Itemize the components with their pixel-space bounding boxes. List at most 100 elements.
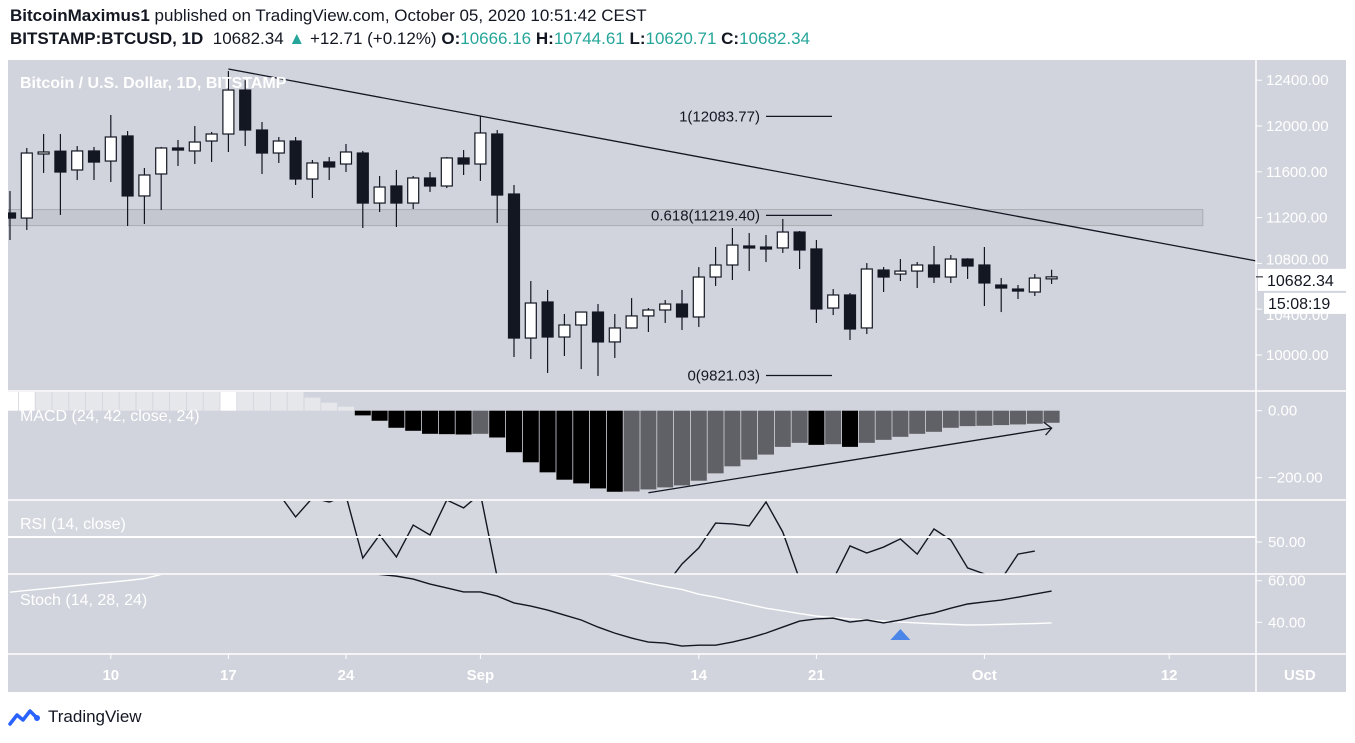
candle-body-down (877, 269, 890, 278)
candle (558, 314, 571, 357)
candle (642, 308, 655, 332)
candle (743, 233, 756, 271)
candle-body-down (239, 89, 252, 131)
currency-label: USD (1284, 667, 1316, 684)
candle-body-up (474, 132, 487, 165)
price-axis-label: 10800.00 (1266, 251, 1329, 268)
macd-histogram-bar (573, 410, 590, 484)
candle (944, 255, 957, 283)
candle-body-up (1028, 277, 1041, 293)
candle (121, 131, 134, 226)
candle (272, 136, 285, 163)
macd-histogram-bar (472, 410, 489, 434)
candle (20, 147, 33, 230)
candle (155, 146, 168, 211)
candle-body-up (155, 147, 168, 175)
candle (323, 157, 336, 181)
candle (87, 146, 101, 181)
candle (138, 168, 151, 225)
candle (843, 293, 857, 340)
axes[interactable]: 12400.00 12000.00 11600.00 11200.00 10800.00… (102, 72, 1346, 684)
candle (205, 131, 218, 162)
candle-body-down (591, 311, 605, 343)
candle-body-up (20, 152, 33, 219)
tradingview-logo-icon[interactable] (8, 706, 42, 728)
macd-histogram-bar (506, 410, 522, 453)
candle (339, 143, 353, 173)
price-pane[interactable]: 1(12083.77) 0.618(11219.40) 0(9821.03) (5, 68, 1257, 384)
macd-histogram-bar (741, 410, 758, 460)
macd-trendline (648, 427, 1052, 494)
macd-histogram-bar (1043, 410, 1060, 423)
rsi-line (835, 528, 1035, 574)
macd-histogram-bar (8, 392, 18, 411)
stoch-title: Stoch (14, 28, 24) (20, 592, 147, 609)
candle-body-up (608, 327, 621, 343)
stoch-pane[interactable] (9, 572, 1052, 647)
candle (894, 259, 907, 282)
time-axis-label: 10 (102, 667, 119, 684)
candle (726, 228, 739, 280)
brand-name[interactable]: TradingView (48, 707, 142, 726)
candle-body-up (625, 315, 638, 329)
price-change: +12.71 (+0.12%) (309, 29, 437, 48)
macd-histogram-bar (976, 410, 993, 426)
candle (54, 134, 67, 215)
macd-histogram-bar (405, 410, 422, 431)
macd-pane[interactable] (2, 357, 1060, 494)
current-price-label: 10682.34 (1267, 273, 1334, 290)
fib-level-label: 0.618(11219.40) (651, 207, 760, 224)
macd-histogram-bar (875, 410, 892, 440)
candle (978, 247, 991, 306)
candle-body-up (860, 268, 873, 329)
candle-body-up (776, 231, 789, 249)
main-pane-title: Bitcoin / U.S. Dollar, 1D, BITSTAMP (20, 75, 287, 92)
candle-body-down (54, 150, 67, 173)
candle (524, 281, 537, 359)
macd-histogram-bar (86, 392, 102, 411)
candle-body-down (541, 301, 554, 338)
candle-body-up (138, 174, 151, 197)
low-value: 10620.71 (645, 29, 717, 48)
macd-histogram-bar (623, 410, 640, 492)
candle (37, 134, 50, 173)
candle (239, 80, 252, 147)
macd-histogram-bar (993, 410, 1010, 426)
candle-body-up (188, 141, 201, 152)
candle-body-down (87, 150, 101, 163)
macd-histogram-bar (237, 392, 254, 411)
macd-histogram-bar (69, 392, 86, 411)
candle (71, 146, 84, 181)
stoch-axis-label: 60.00 (1268, 573, 1306, 590)
candle-body-down (491, 133, 504, 196)
candle-body-up (306, 162, 319, 180)
price-axis-label: 10000.00 (1266, 347, 1329, 364)
macd-histogram-bar (657, 410, 674, 488)
macd-histogram-bar (959, 410, 976, 427)
publish-info: BitcoinMaximus1 published on TradingView… (10, 6, 647, 26)
candle-body-down (8, 212, 17, 219)
macd-histogram-bar (791, 410, 808, 443)
time-axis-label: 12 (1161, 667, 1178, 684)
candle (608, 314, 621, 358)
macd-histogram-bar (825, 410, 842, 445)
candle-body-up (373, 186, 386, 204)
author-name[interactable]: BitcoinMaximus1 (10, 6, 150, 25)
candle-body-down (390, 185, 403, 204)
rsi-pane[interactable] (279, 494, 1035, 586)
rsi-axis-label: 50.00 (1268, 534, 1306, 551)
candle-body-up (659, 303, 672, 311)
rsi-line (283, 501, 498, 574)
macd-histogram-bar (287, 392, 304, 411)
macd-histogram-bar (808, 410, 825, 445)
candle-body-up (558, 324, 571, 338)
candle-body-up (272, 140, 285, 154)
candle-body-up (440, 157, 453, 187)
candle (877, 267, 890, 293)
bar-countdown: 15:08:19 (1268, 296, 1330, 313)
candle (222, 71, 235, 152)
macd-histogram-bar (858, 410, 875, 443)
candle (457, 150, 470, 176)
candle (507, 184, 521, 358)
